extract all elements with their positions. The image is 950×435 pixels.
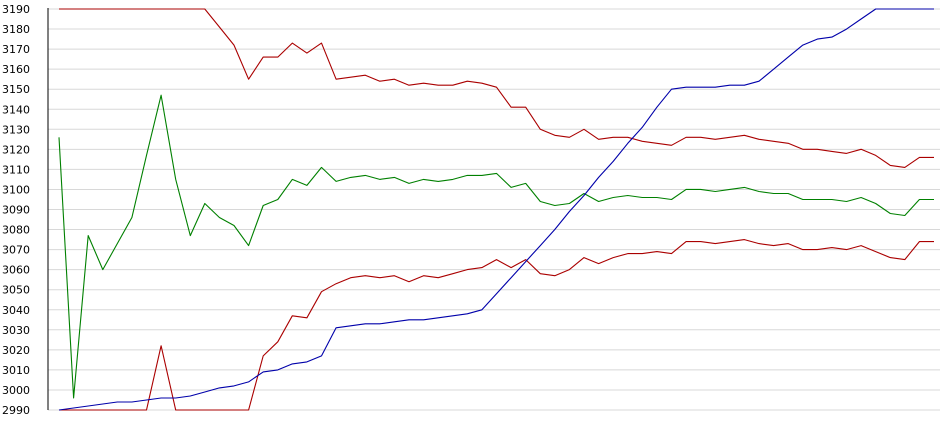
y-tick-label: 3100 [2, 183, 30, 196]
y-tick-label: 3110 [2, 163, 30, 176]
y-tick-label: 3040 [2, 304, 30, 317]
gridlines [48, 8, 940, 411]
series-line-3 [59, 239, 934, 411]
y-tick-label: 3000 [2, 384, 30, 397]
y-tick-label: 3060 [2, 264, 30, 277]
y-tick-label: 3130 [2, 123, 30, 136]
series-line-1 [59, 8, 934, 168]
y-tick-label: 3150 [2, 83, 30, 96]
series-line-4 [58, 8, 934, 411]
y-axis-tick-labels: 2990 3000 3010 3020 3030 3040 3050 3060 3070 3080… [2, 3, 30, 417]
y-tick-label: 3020 [2, 344, 30, 357]
y-tick-label: 3090 [2, 204, 30, 217]
y-tick-label: 3170 [2, 43, 30, 56]
series-lines [58, 8, 934, 411]
y-tick-label: 3180 [2, 23, 30, 36]
y-tick-label: 3120 [2, 143, 30, 156]
y-tick-label: 3050 [2, 284, 30, 297]
y-tick-label: 3010 [2, 364, 30, 377]
y-tick-label: 3080 [2, 224, 30, 237]
y-tick-label: 3160 [2, 63, 30, 76]
y-tick-label: 3190 [2, 3, 30, 16]
y-tick-label: 2990 [2, 404, 30, 417]
y-tick-label: 3070 [2, 244, 30, 257]
series-line-2 [58, 94, 934, 399]
y-tick-label: 3140 [2, 103, 30, 116]
y-tick-label: 3030 [2, 324, 30, 337]
